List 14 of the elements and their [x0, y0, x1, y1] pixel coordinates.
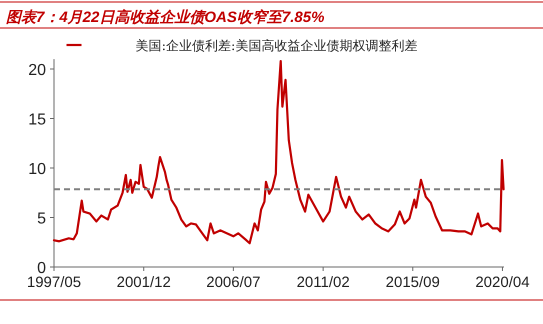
x-tick-label: 2020/04 — [475, 274, 530, 291]
y-tick-label: 0 — [37, 260, 46, 277]
x-tick-label: 2006/07 — [206, 274, 260, 291]
x-tick-label: 2015/09 — [386, 274, 440, 291]
x-tick-label: 2011/02 — [296, 274, 350, 291]
y-tick-label: 15 — [28, 112, 46, 128]
line-series — [52, 60, 505, 244]
y-tick-label: 20 — [28, 62, 46, 79]
series-label: 美国:企业债利差:美国高收益企业债期权调整利差 — [136, 38, 418, 54]
y-tick-label: 5 — [37, 210, 46, 228]
y-tick-label: 10 — [28, 161, 46, 178]
x-tick-label: 1997/05 — [26, 274, 82, 291]
x-tick-label: 2001/12 — [116, 274, 171, 291]
chart-title: 图表7：4月22日高收益企业债OAS收窄至7.85% — [6, 8, 324, 26]
